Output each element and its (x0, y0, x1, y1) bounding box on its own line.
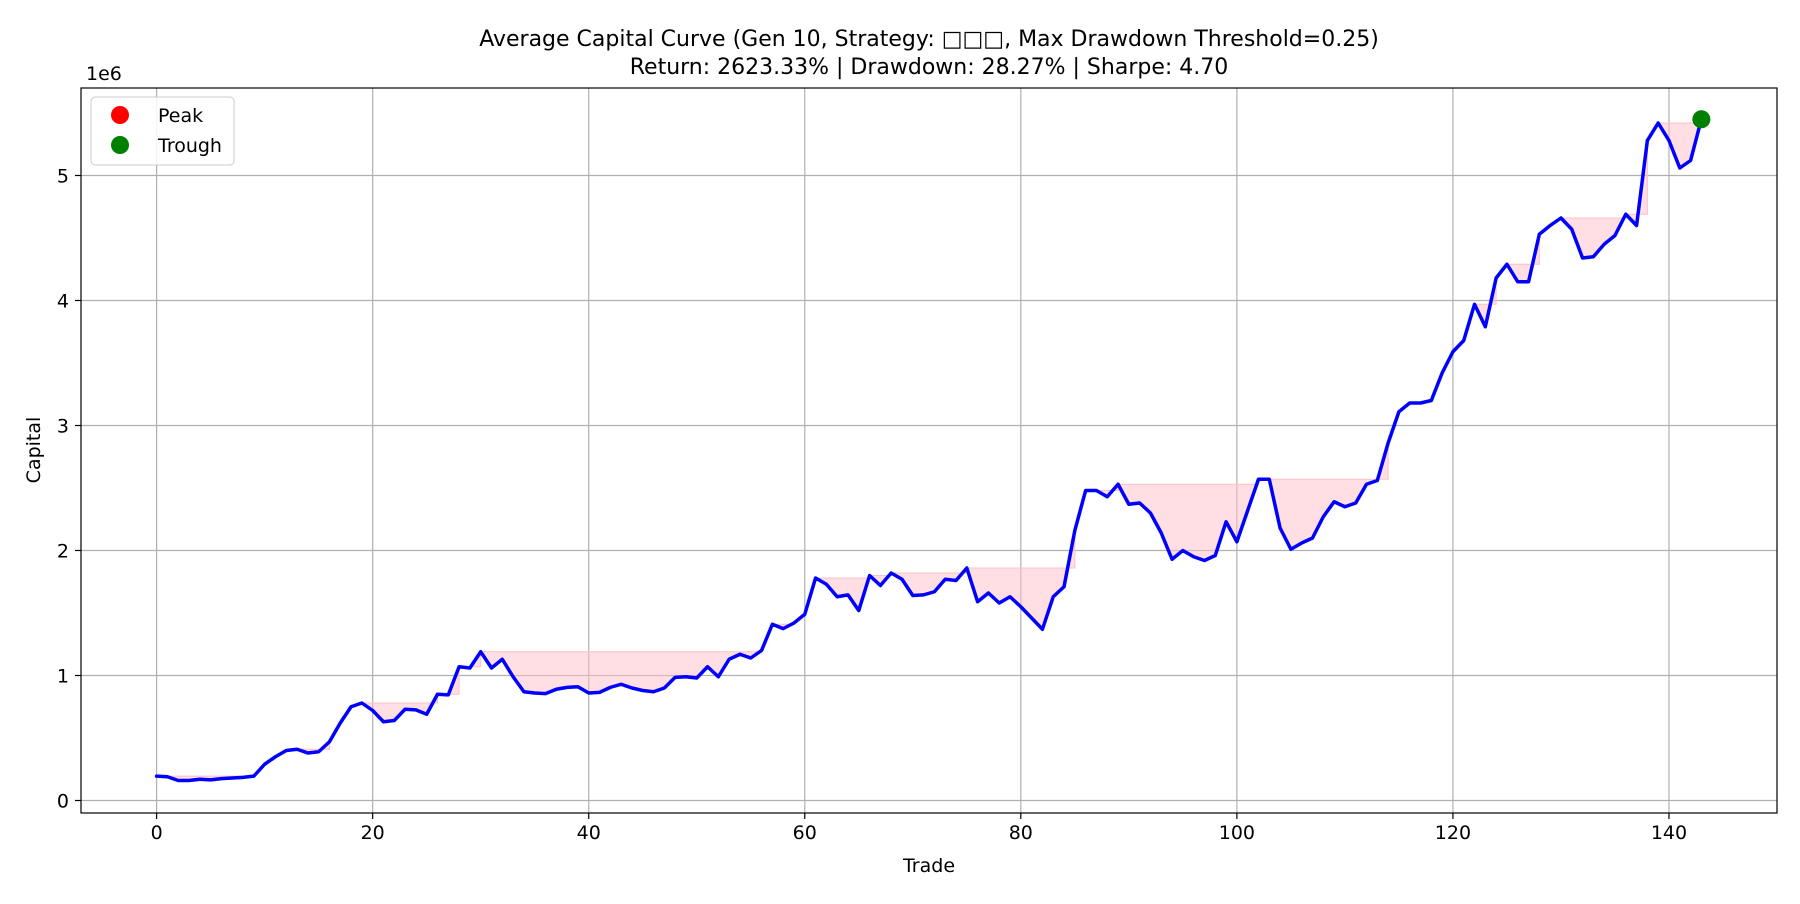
y-ticks: 0 1 2 3 4 5 (57, 166, 81, 813)
x-tick-label: 140 (1651, 822, 1687, 844)
y-tick-label: 2 (57, 541, 69, 563)
drawdown-fill-layer (156, 119, 1702, 781)
legend: Peak Trough (90, 96, 235, 166)
x-tick-label: 120 (1435, 822, 1471, 844)
y-tick-label: 0 (57, 791, 69, 813)
legend-trough-label: Trough (157, 135, 222, 157)
trough-marker (1692, 110, 1711, 129)
x-tick-label: 80 (1009, 822, 1033, 844)
marker-layer (1692, 110, 1711, 129)
drawdown-area (1268, 442, 1389, 550)
legend-peak-marker (111, 106, 129, 124)
grid-layer (81, 88, 1777, 813)
x-tick-label: 20 (361, 822, 385, 844)
title-group: Average Capital Curve (Gen 10, Strategy:… (479, 27, 1379, 80)
chart-subtitle: Return: 2623.33% | Drawdown: 28.27% | Sh… (630, 55, 1229, 80)
y-axis-label: Capital (23, 417, 45, 484)
plot-frame (80, 87, 1778, 814)
y-tick-label: 4 (57, 291, 69, 313)
capital-line (154, 117, 1704, 783)
legend-peak-label: Peak (158, 105, 203, 127)
x-tick-label: 40 (577, 822, 601, 844)
chart-title: Average Capital Curve (Gen 10, Strategy:… (479, 27, 1379, 52)
x-tick-label: 0 (151, 822, 163, 844)
y-tick-label: 1 (57, 666, 69, 688)
x-tick-label: 60 (793, 822, 817, 844)
y-tick-label: 3 (57, 416, 69, 438)
y-scale-note: 1e6 (86, 63, 122, 85)
legend-trough-marker (111, 136, 129, 154)
x-tick-label: 100 (1219, 822, 1255, 844)
y-tick-label: 5 (57, 166, 69, 188)
capital-line-layer (154, 117, 1704, 783)
x-axis-label: Trade (902, 855, 955, 877)
x-ticks: 0 20 40 60 80 100 120 140 (151, 813, 1687, 844)
